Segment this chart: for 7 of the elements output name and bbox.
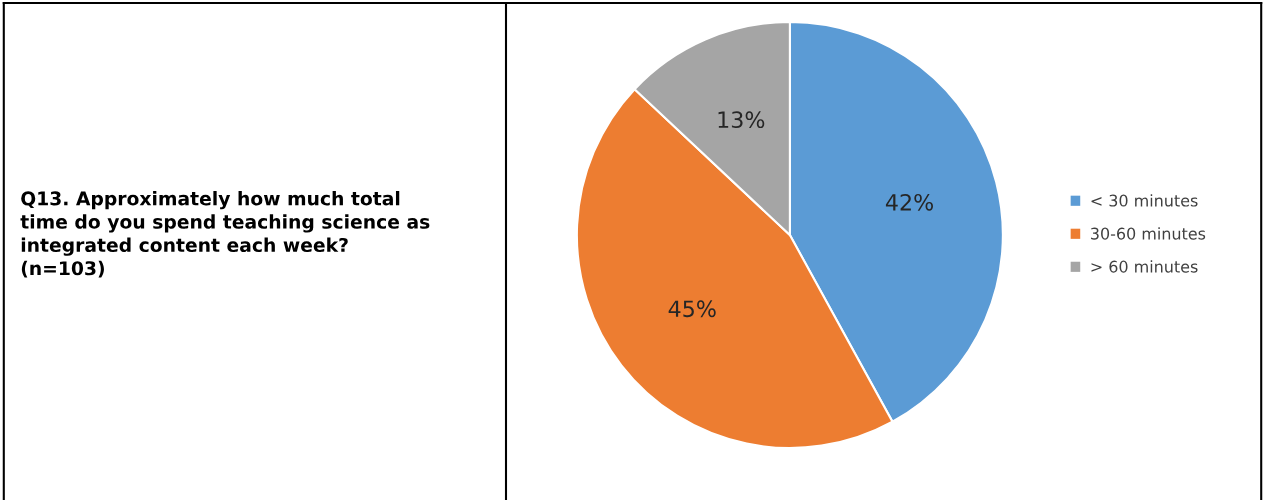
data-label: 45% <box>668 300 716 318</box>
data-label: 13% <box>718 111 765 129</box>
legend-label: 30-60 minutes <box>1091 227 1206 240</box>
legend-label: > 60 minutes <box>1091 260 1198 273</box>
data-label: 42% <box>885 193 933 211</box>
legend-label: < 30 minutes <box>1091 194 1198 207</box>
text: Q13. Approximately how much total time do you spend teaching science as integrated content each week? (n=103) <box>20 191 430 278</box>
